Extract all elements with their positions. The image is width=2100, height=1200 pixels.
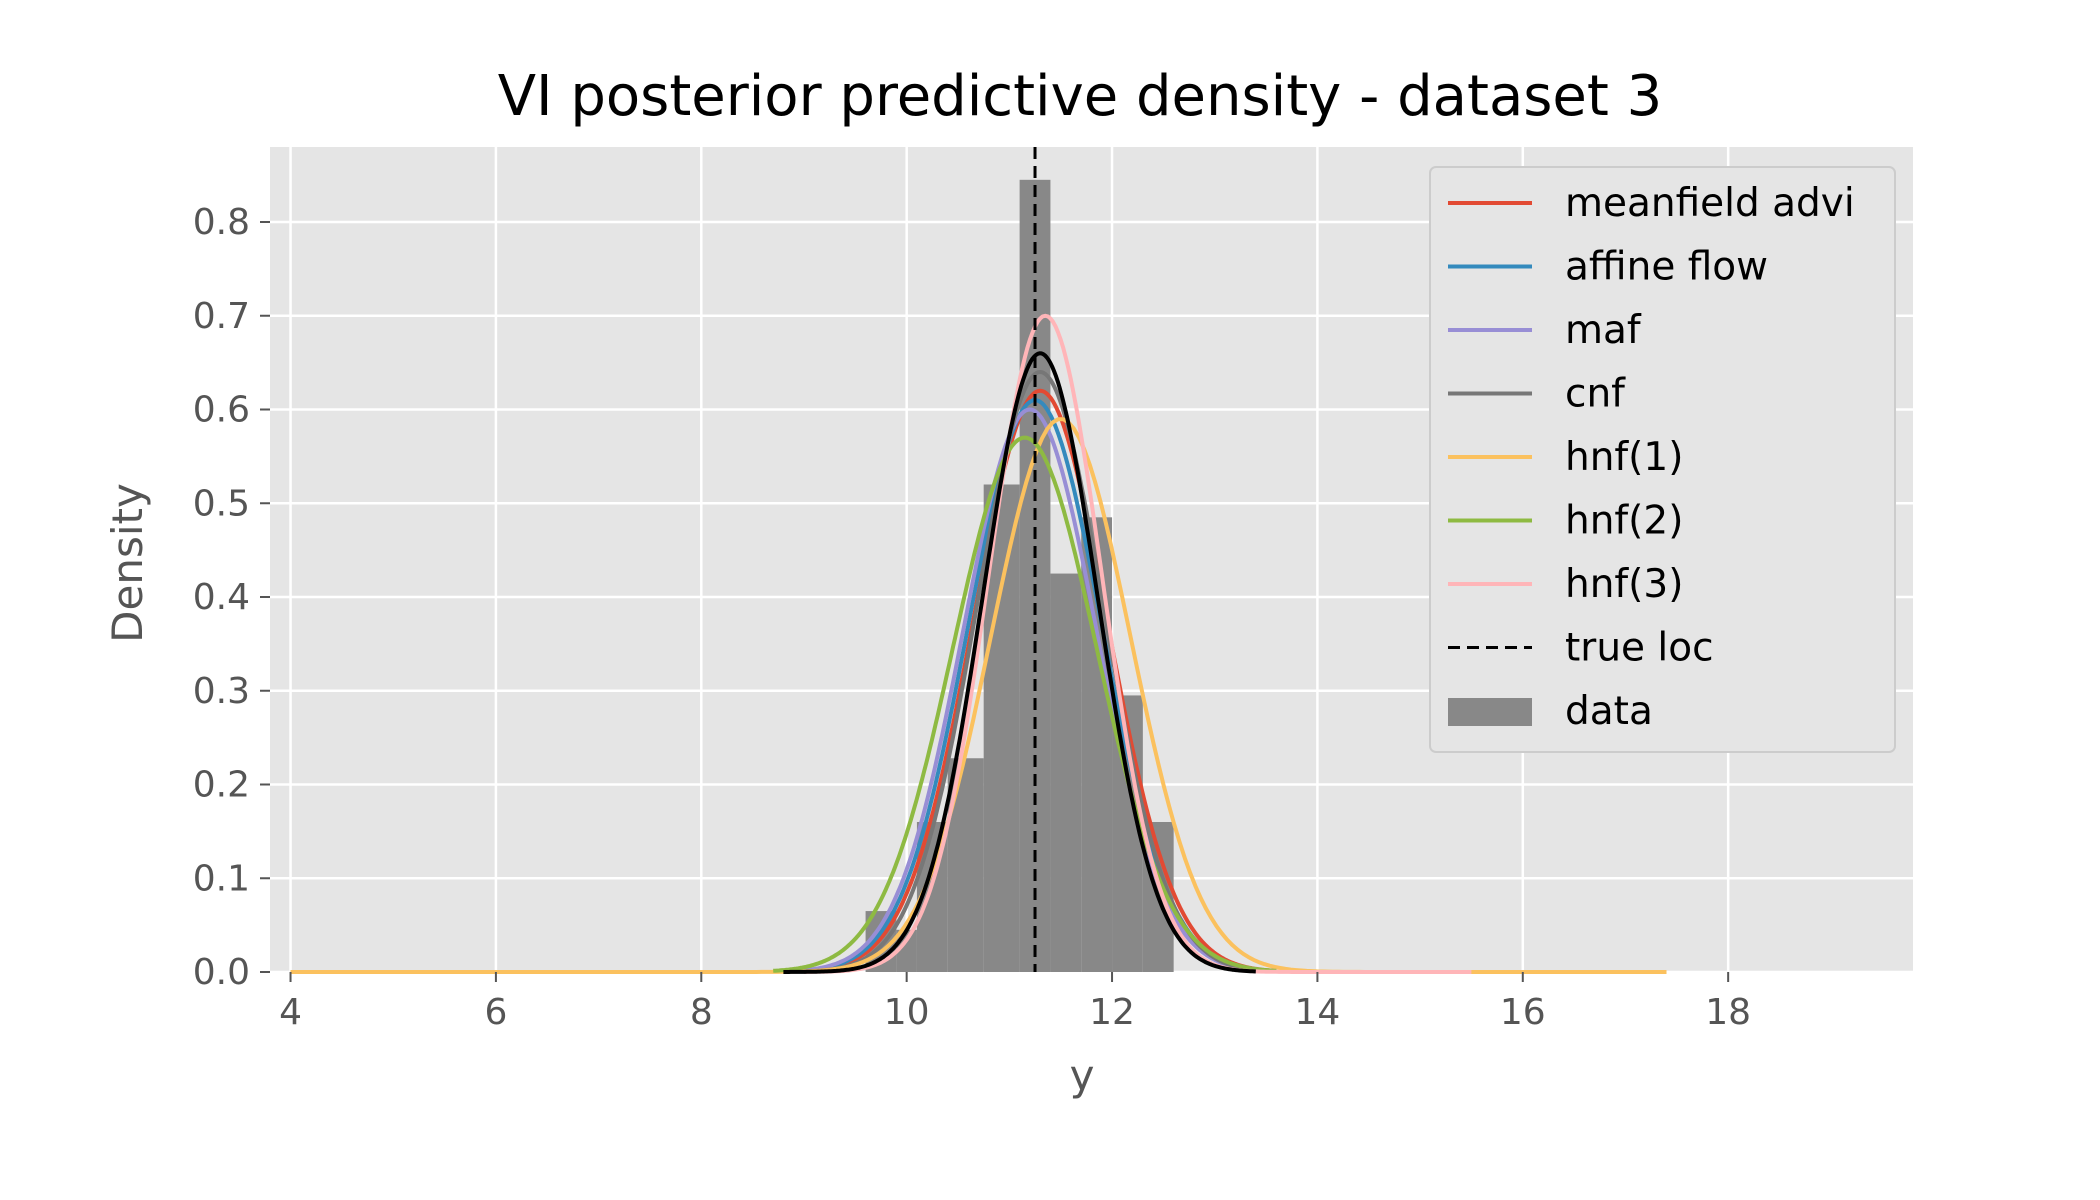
x-tick-label: 8 bbox=[690, 992, 713, 1033]
density-curve bbox=[773, 435, 1277, 973]
y-tick-label: 0.1 bbox=[193, 858, 250, 899]
legend-label: meanfield advi bbox=[1565, 181, 1855, 226]
axis-ticks: 4 6 8 10 12 14 16 18 0.0 0.1 0.2 0.3 0.4 0.5 0.6 0.7 0.8 bbox=[193, 202, 1751, 1033]
legend-frame bbox=[1429, 166, 1896, 753]
x-tick-label: 16 bbox=[1500, 992, 1546, 1033]
density-curve bbox=[804, 313, 1472, 974]
legend-label: true loc bbox=[1565, 626, 1714, 671]
y-axis-label: Density bbox=[103, 483, 152, 643]
histogram-bar bbox=[1050, 573, 1082, 972]
y-tick-label: 0.0 bbox=[193, 952, 250, 993]
density-curve bbox=[803, 407, 1277, 974]
y-tick-label: 0.7 bbox=[193, 296, 250, 337]
legend-label: hnf(2) bbox=[1565, 499, 1683, 544]
x-tick-label: 14 bbox=[1295, 992, 1341, 1033]
y-tick-label: 0.4 bbox=[193, 577, 250, 618]
x-tick-label: 6 bbox=[484, 992, 507, 1033]
legend-swatch bbox=[1448, 698, 1532, 726]
x-tick-label: 18 bbox=[1705, 992, 1751, 1033]
density-curves bbox=[290, 313, 1667, 974]
density-curve bbox=[783, 351, 1256, 974]
legend-label: hnf(1) bbox=[1565, 435, 1683, 480]
legend-label: affine flow bbox=[1565, 245, 1768, 290]
y-tick-label: 0.2 bbox=[193, 765, 250, 806]
chart-title: VI posterior predictive density - datase… bbox=[498, 64, 1663, 129]
legend-label: data bbox=[1565, 689, 1653, 734]
legend: meanfield advi affine flow maf cnf hnf(1) hnf… bbox=[1429, 166, 1896, 753]
legend-label: hnf(3) bbox=[1565, 562, 1683, 607]
y-tick-label: 0.5 bbox=[193, 483, 250, 524]
y-tick-label: 0.3 bbox=[193, 671, 250, 712]
x-axis-label: y bbox=[1070, 1051, 1095, 1100]
density-curve bbox=[803, 388, 1277, 973]
legend-label: maf bbox=[1565, 308, 1642, 353]
y-tick-label: 0.8 bbox=[193, 202, 250, 243]
y-tick-label: 0.6 bbox=[193, 390, 250, 431]
x-tick-label: 4 bbox=[279, 992, 302, 1033]
x-tick-label: 10 bbox=[884, 992, 930, 1033]
x-tick-label: 12 bbox=[1089, 992, 1135, 1033]
legend-label: cnf bbox=[1565, 372, 1626, 417]
